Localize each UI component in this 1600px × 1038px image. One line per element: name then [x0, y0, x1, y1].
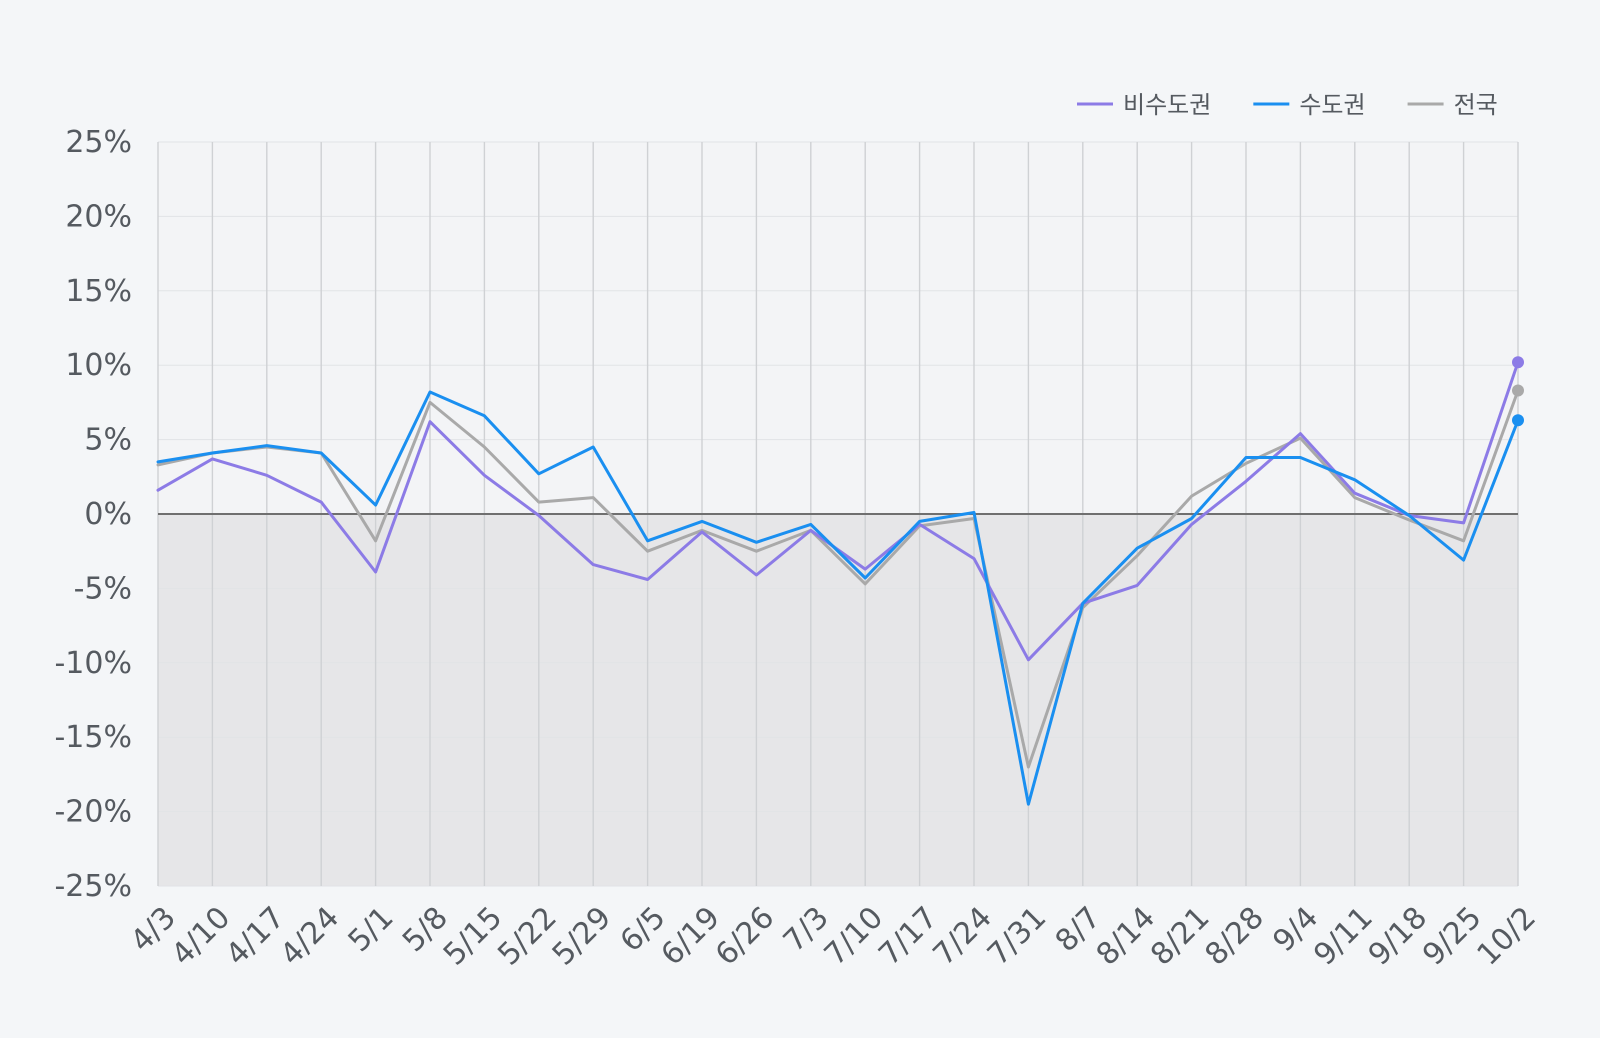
x-tick-label: 5/15	[437, 900, 509, 972]
x-tick-label: 4/10	[165, 900, 237, 972]
x-tick-label: 9/11	[1307, 900, 1379, 972]
x-tick-label: 8/28	[1199, 900, 1271, 972]
x-tick-label: 7/31	[981, 900, 1053, 972]
y-tick-label: 5%	[84, 423, 132, 458]
y-tick-label: 0%	[84, 497, 132, 532]
x-tick-label: 7/24	[927, 900, 999, 972]
x-tick-label: 7/17	[872, 900, 944, 972]
y-tick-label: -10%	[54, 646, 132, 681]
x-tick-label: 5/1	[342, 900, 401, 959]
legend-label-0: 비수도권	[1123, 91, 1211, 119]
x-tick-label: 7/10	[818, 900, 890, 972]
series-endpoint-0	[1512, 356, 1524, 369]
series-endpoint-2	[1512, 384, 1524, 397]
x-tick-label: 4/24	[274, 900, 346, 972]
y-tick-label: 15%	[65, 274, 132, 309]
series-line-1	[156, 390, 1520, 806]
x-tick-label: 6/26	[709, 900, 781, 972]
legend-label-1: 수도권	[1299, 91, 1365, 119]
x-tick-label: 5/29	[546, 900, 618, 972]
y-tick-label: 10%	[65, 348, 132, 383]
x-tick-label: 4/17	[219, 900, 291, 972]
x-tick-label: 9/18	[1362, 900, 1434, 972]
y-tick-label: -15%	[54, 720, 132, 755]
x-tick-label: 10/2	[1471, 900, 1543, 972]
x-tick-label: 9/25	[1416, 900, 1488, 972]
legend-label-2: 전국	[1454, 91, 1498, 119]
series-endpoint-1	[1512, 414, 1524, 427]
x-tick-label: 6/19	[655, 900, 727, 972]
x-tick-label: 5/22	[491, 900, 563, 972]
y-tick-label: 25%	[65, 125, 132, 160]
y-tick-label: -25%	[54, 869, 132, 904]
negative-region-shade	[158, 514, 1518, 886]
x-tick-label: 8/14	[1090, 900, 1162, 972]
y-tick-label: 20%	[65, 199, 132, 234]
x-tick-label: 8/21	[1144, 900, 1216, 972]
y-tick-label: -5%	[74, 571, 132, 606]
y-tick-label: -20%	[54, 795, 132, 830]
